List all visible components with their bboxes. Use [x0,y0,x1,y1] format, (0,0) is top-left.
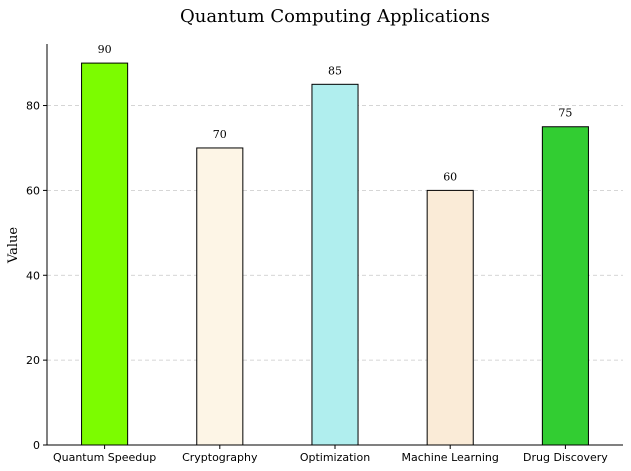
value-label: 60 [443,170,457,183]
bar [196,147,244,446]
bar [311,83,359,446]
x-tick-label: Quantum Speedup [53,451,156,464]
x-tick-label: Machine Learning [402,451,499,464]
value-label: 70 [213,128,227,141]
y-tick-label: 0 [33,439,40,452]
x-tick-label: Optimization [300,451,370,464]
value-label: 90 [98,43,112,56]
bars [81,62,589,446]
x-tick-label: Cryptography [182,451,258,464]
x-axis-ticks: Quantum Speedup Cryptography Optimization M… [53,445,608,464]
bar [541,126,589,446]
x-tick-label: Drug Discovery [523,451,608,464]
y-tick-label: 40 [26,269,40,282]
value-label: 85 [328,64,342,77]
bar [81,62,129,446]
chart-title: Quantum Computing Applications [180,6,490,27]
y-tick-label: 60 [26,184,40,197]
y-axis-ticks: 0 20 40 60 80 [26,100,47,452]
y-tick-label: 80 [26,100,40,113]
y-axis-label: Value [6,227,21,264]
bar [426,189,474,446]
y-tick-label: 20 [26,354,40,367]
value-labels: 90 70 85 60 75 [98,43,573,183]
value-label: 75 [558,107,572,120]
